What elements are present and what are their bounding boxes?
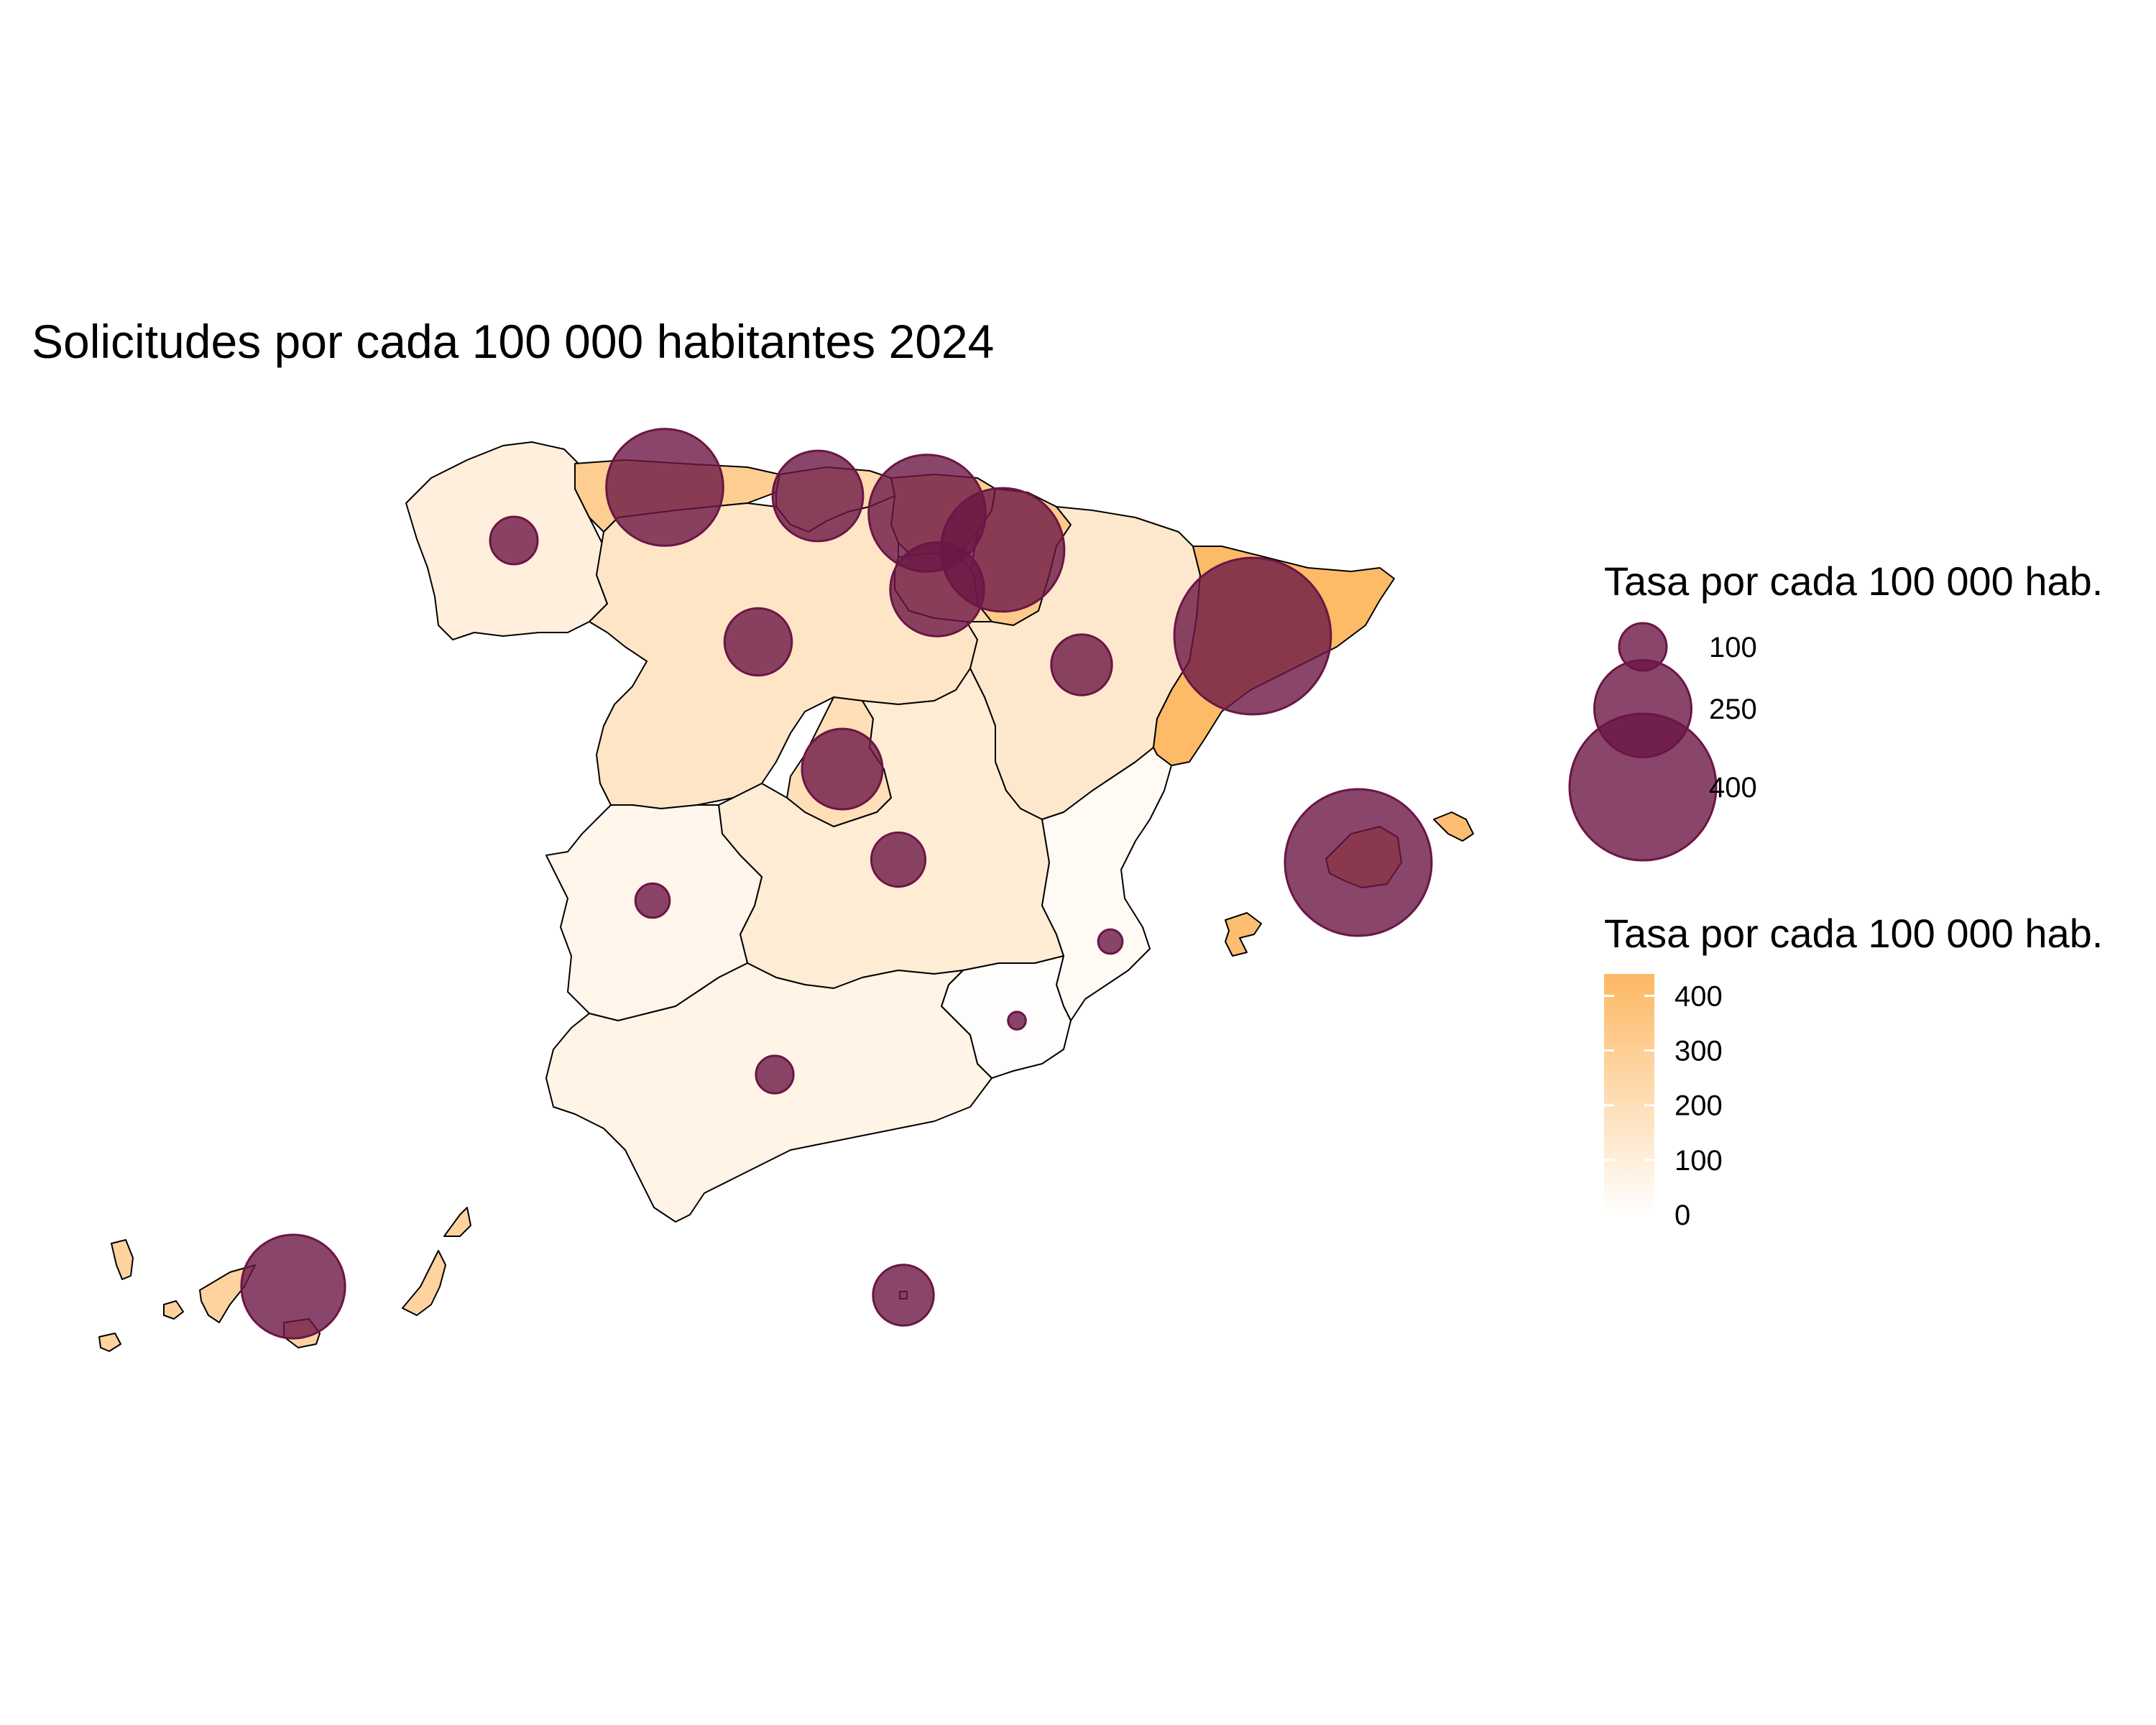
bubble-baleares[interactable] <box>1284 788 1433 937</box>
bubble-andalucia[interactable] <box>755 1054 795 1095</box>
size-legend-title: Tasa por cada 100 000 hab. <box>1604 558 2103 604</box>
bubble-galicia[interactable] <box>489 515 539 566</box>
bubble-madrid[interactable] <box>801 727 884 811</box>
bubble-canarias[interactable] <box>240 1233 346 1340</box>
fill-legend-tick-label: 200 <box>1674 1090 1723 1122</box>
map-title: Solicitudes por cada 100 000 habitantes … <box>32 315 994 368</box>
size-legend-label: 400 <box>1709 772 1757 804</box>
bubble-castilla-y-leon[interactable] <box>723 607 793 677</box>
fill-legend-tick-label: 0 <box>1674 1200 1690 1231</box>
bubble-castilla-la-mancha[interactable] <box>870 831 927 888</box>
bubble-la-rioja[interactable] <box>889 541 985 638</box>
size-legend-bubble-400 <box>1568 712 1718 862</box>
bubble-aragon[interactable] <box>1050 633 1113 696</box>
bubble-comunidad-valenciana[interactable] <box>1097 928 1124 955</box>
size-legend: Tasa por cada 100 000 hab. 100 250 400 <box>1568 558 2103 862</box>
region-comunidad-valenciana[interactable] <box>1041 747 1172 1021</box>
bubble-extremadura[interactable] <box>634 882 671 919</box>
fill-legend-title: Tasa por cada 100 000 hab. <box>1604 911 2103 956</box>
fill-legend-tick-label: 400 <box>1674 980 1723 1012</box>
fill-legend-tick-label: 300 <box>1674 1036 1723 1067</box>
size-legend-label: 100 <box>1709 632 1757 663</box>
bubble-cantabria[interactable] <box>771 449 865 543</box>
fill-legend-colorbar <box>1604 974 1654 1215</box>
bubble-murcia[interactable] <box>1007 1011 1027 1031</box>
bubbles-layer <box>240 428 1433 1340</box>
fill-legend: Tasa por cada 100 000 hab. 0 100 200 300 400 <box>1604 911 2103 1231</box>
size-legend-label: 250 <box>1709 694 1757 725</box>
bubble-asturias[interactable] <box>605 428 724 547</box>
bubble-cataluna[interactable] <box>1173 556 1332 716</box>
bubble-ceuta-melilla[interactable] <box>872 1264 935 1327</box>
fill-legend-tick-label: 100 <box>1674 1145 1723 1177</box>
